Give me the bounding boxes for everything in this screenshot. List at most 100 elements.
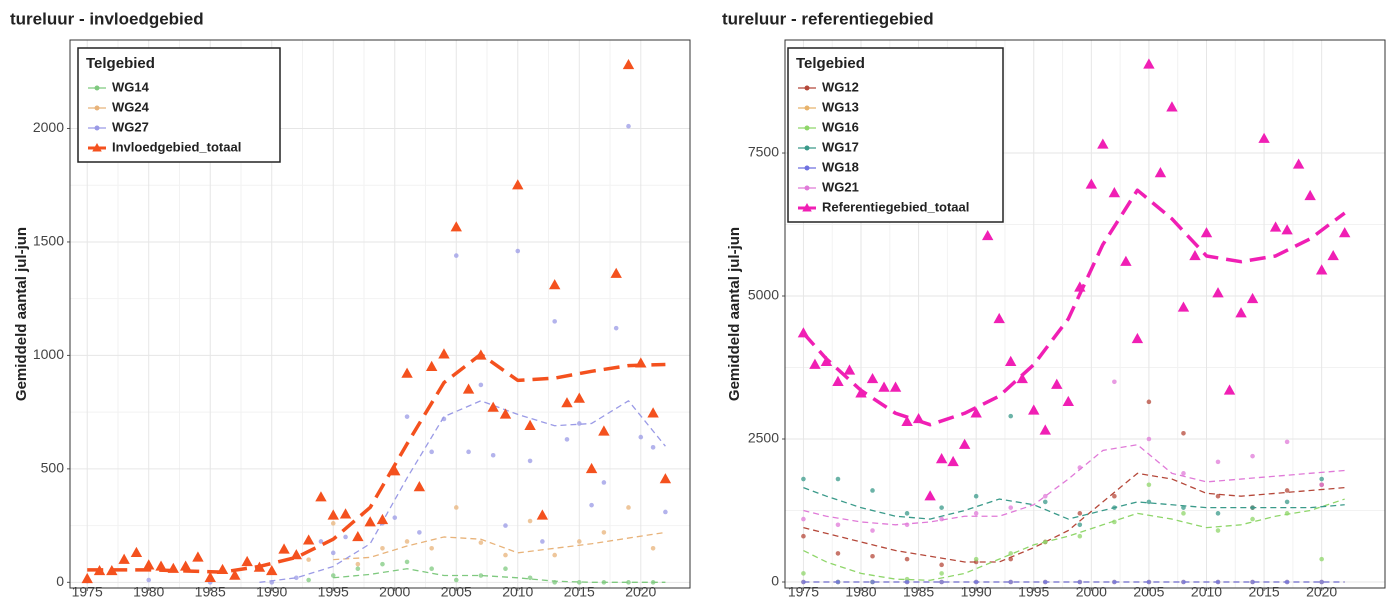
x-tick-label: 2010 xyxy=(1191,584,1222,600)
point xyxy=(229,569,241,580)
legend-label: WG18 xyxy=(822,159,859,174)
y-tick-label: 0 xyxy=(56,573,64,589)
point xyxy=(1051,378,1063,389)
point xyxy=(429,566,434,572)
legend-marker xyxy=(804,165,810,171)
point xyxy=(330,573,336,578)
legend-title: Telgebied xyxy=(86,55,155,72)
point xyxy=(1319,556,1324,562)
point xyxy=(330,521,336,526)
point xyxy=(1223,384,1236,395)
point xyxy=(499,408,512,419)
point xyxy=(626,505,631,510)
point xyxy=(294,575,299,581)
legend-label: WG21 xyxy=(822,179,859,194)
point xyxy=(548,279,561,290)
legend-marker xyxy=(804,125,810,131)
point xyxy=(490,452,496,458)
point xyxy=(1112,493,1117,499)
y-tick-label: 5000 xyxy=(748,287,779,303)
x-tick-label: 1980 xyxy=(845,584,876,600)
point xyxy=(1284,499,1290,505)
point xyxy=(1304,189,1316,201)
point xyxy=(1005,355,1017,366)
point xyxy=(1146,482,1152,488)
point xyxy=(1215,511,1221,516)
point xyxy=(1235,307,1247,318)
point xyxy=(947,455,959,467)
y-tick-label: 2500 xyxy=(748,430,779,446)
point xyxy=(889,381,902,392)
point xyxy=(401,367,413,378)
point xyxy=(306,577,311,583)
point xyxy=(958,438,971,449)
point xyxy=(1112,379,1117,385)
point xyxy=(266,564,278,576)
legend-marker xyxy=(802,203,812,212)
legend-marker xyxy=(804,105,810,111)
chart-title: tureluur - referentiegebied xyxy=(722,9,934,28)
point xyxy=(970,407,982,418)
point xyxy=(130,546,143,558)
point xyxy=(1327,249,1339,261)
legend-title: Telgebied xyxy=(796,55,865,72)
legend-marker xyxy=(94,85,100,91)
legend-marker xyxy=(92,143,102,152)
point xyxy=(1120,255,1132,266)
point xyxy=(901,415,913,427)
y-tick-label: 0 xyxy=(771,573,779,589)
point xyxy=(1085,178,1098,189)
point xyxy=(118,553,130,564)
x-tick-label: 2020 xyxy=(625,584,656,600)
point xyxy=(1077,511,1083,516)
point xyxy=(527,575,533,581)
legend-marker xyxy=(804,85,810,91)
legend-label: WG24 xyxy=(112,99,150,114)
point xyxy=(552,552,557,558)
point xyxy=(1292,158,1305,169)
x-tick-label: 2015 xyxy=(1249,584,1280,600)
point xyxy=(866,372,879,384)
point xyxy=(503,523,508,528)
x-tick-label: 2005 xyxy=(441,584,472,600)
point xyxy=(835,522,841,528)
point xyxy=(870,528,875,533)
point xyxy=(343,534,348,540)
trend-line xyxy=(333,568,666,583)
point xyxy=(404,414,410,419)
point xyxy=(1108,187,1121,198)
legend-label: Referentiegebied_totaal xyxy=(822,199,969,214)
point xyxy=(647,407,659,418)
point xyxy=(1146,399,1152,405)
point xyxy=(904,522,910,528)
legend-label: WG14 xyxy=(112,79,150,94)
point xyxy=(453,253,459,258)
y-tick-label: 2000 xyxy=(33,119,64,135)
point xyxy=(527,458,533,464)
point xyxy=(1181,430,1186,436)
point xyxy=(1281,224,1293,235)
legend-label: WG12 xyxy=(822,79,859,94)
point xyxy=(589,502,594,508)
point xyxy=(935,453,948,464)
plot-border xyxy=(69,39,691,589)
point xyxy=(809,358,821,369)
point xyxy=(801,533,806,539)
point xyxy=(1146,436,1152,442)
point xyxy=(576,580,582,585)
x-tick-label: 1980 xyxy=(133,584,164,600)
point xyxy=(380,561,385,567)
y-tick-label: 1000 xyxy=(33,346,64,362)
x-tick-label: 2015 xyxy=(564,584,595,600)
point xyxy=(179,560,192,571)
x-tick-label: 2000 xyxy=(379,584,410,600)
point xyxy=(626,123,631,129)
point xyxy=(870,488,875,493)
point xyxy=(939,562,944,568)
point xyxy=(352,530,364,542)
point xyxy=(878,381,890,392)
point xyxy=(663,509,668,515)
point xyxy=(355,566,361,572)
point xyxy=(1042,499,1048,505)
point xyxy=(598,425,610,436)
